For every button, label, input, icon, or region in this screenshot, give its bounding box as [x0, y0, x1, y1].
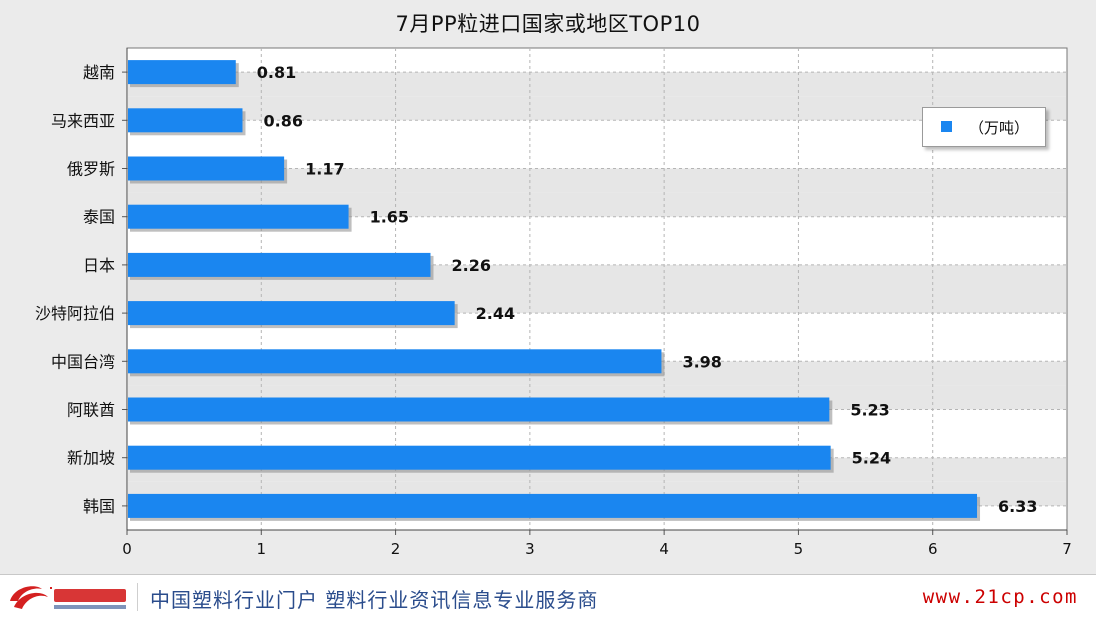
- x-tick-label: 2: [391, 540, 401, 558]
- category-label: 新加坡: [67, 449, 115, 468]
- footer-url-link[interactable]: www.21cp.com: [922, 586, 1078, 608]
- x-tick-label: 0: [122, 540, 132, 558]
- data-label: 2.26: [451, 256, 490, 275]
- category-label: 俄罗斯: [67, 160, 115, 179]
- data-label: 1.17: [305, 160, 344, 179]
- category-label: 韩国: [83, 497, 115, 516]
- footer-bar: 中国塑料行业门户 塑料行业资讯信息专业服务商 www.21cp.com: [0, 574, 1096, 618]
- bar[interactable]: [128, 108, 243, 133]
- bar[interactable]: [128, 445, 831, 470]
- category-label: 沙特阿拉伯: [35, 304, 115, 323]
- data-label: 0.81: [257, 63, 296, 82]
- legend-swatch: [941, 121, 952, 132]
- chart-title: 7月PP粒进口国家或地区TOP10: [395, 12, 701, 36]
- data-label: 3.98: [682, 352, 721, 371]
- data-label: 0.86: [263, 111, 302, 130]
- data-label: 5.23: [850, 401, 889, 420]
- bar[interactable]: [128, 252, 431, 277]
- x-tick-label: 6: [928, 540, 938, 558]
- footer-divider: [137, 583, 138, 611]
- category-label: 越南: [83, 63, 115, 82]
- bar-chart: 越南 0.81 马来西亚 0.86 俄罗斯 1.17 泰国 1.65 日本 2.26 沙特阿拉伯 2.…: [35, 47, 1072, 558]
- bar[interactable]: [128, 493, 978, 518]
- bar[interactable]: [128, 349, 662, 374]
- category-label: 马来西亚: [51, 111, 115, 130]
- footer-slogan: 中国塑料行业门户 塑料行业资讯信息专业服务商: [150, 588, 599, 612]
- category-label: 泰国: [83, 208, 115, 227]
- x-tick-label: 7: [1062, 540, 1072, 558]
- x-tick-label: 4: [659, 540, 669, 558]
- x-tick-label: 1: [257, 540, 267, 558]
- x-tick-label: 3: [525, 540, 535, 558]
- data-label: 1.65: [370, 208, 409, 227]
- data-label: 2.44: [476, 304, 515, 323]
- zhongsu-logo-icon[interactable]: [4, 579, 134, 615]
- bar[interactable]: [128, 156, 285, 181]
- category-label: 阿联酋: [67, 401, 115, 420]
- legend-label: （万吨）: [969, 119, 1030, 137]
- chart-legend: （万吨）: [922, 107, 1046, 147]
- data-label: 6.33: [998, 497, 1037, 516]
- category-label: 日本: [83, 256, 115, 275]
- bar[interactable]: [128, 397, 830, 422]
- row-band: [128, 96, 1066, 121]
- category-label: 中国台湾: [51, 352, 115, 371]
- x-tick-label: 5: [794, 540, 804, 558]
- row-band: [128, 72, 1066, 97]
- bar[interactable]: [128, 204, 349, 229]
- bar[interactable]: [128, 301, 455, 326]
- bar[interactable]: [128, 60, 236, 85]
- data-label: 5.24: [852, 449, 891, 468]
